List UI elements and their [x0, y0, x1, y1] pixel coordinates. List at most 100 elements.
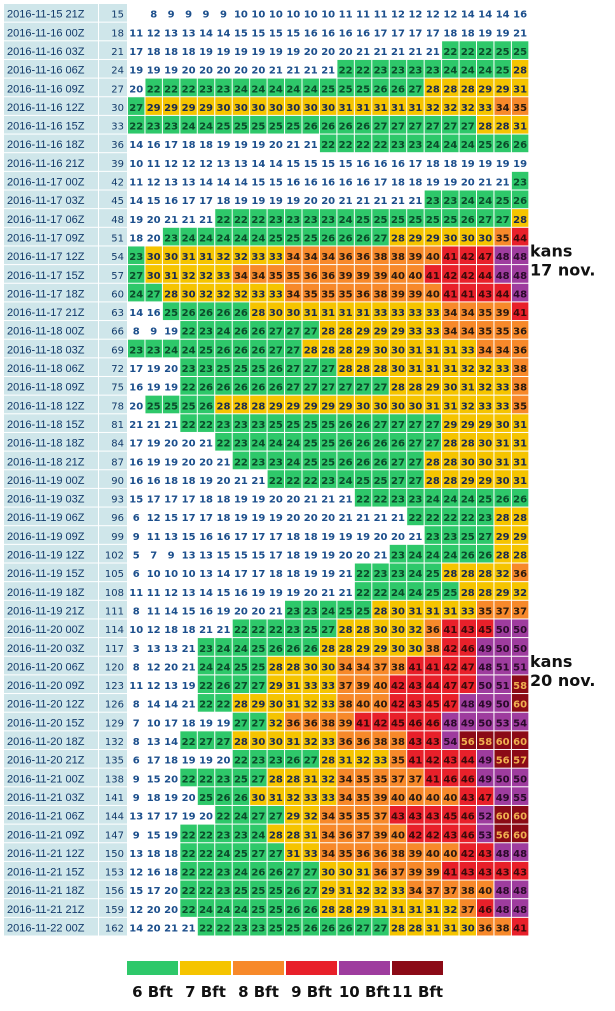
cell-value: 29 [461, 476, 475, 487]
heatmap-cell [511, 190, 529, 209]
cell-value: 25 [304, 439, 318, 450]
cell-value: 16 [339, 178, 353, 189]
cell-value: 21 [408, 532, 422, 543]
heatmap-cell [319, 414, 337, 432]
cell-value: 34 [251, 271, 265, 282]
cell-value: 24 [217, 327, 231, 338]
heatmap-cell [354, 246, 372, 265]
cell-value: 24 [269, 84, 283, 95]
cell-value: 23 [147, 345, 161, 356]
heatmap-cell [232, 712, 250, 731]
heatmap-cell [302, 265, 319, 283]
legend-label: 10 Bft [339, 983, 390, 1001]
cell-value: 35 [513, 103, 527, 114]
heatmap-cell [477, 190, 494, 209]
cell-value: 41 [408, 662, 422, 673]
cell-value: 24 [234, 905, 248, 916]
cell-value: 31 [321, 308, 335, 319]
cell-value: 18 [164, 476, 178, 487]
heatmap-cell [372, 582, 389, 600]
table-row: 2016-11-16 03Z 21 17 18 18 18 19 19 19 19 19 19 20 20… [4, 41, 529, 59]
table-row: 2016-11-19 09Z 99 9 11 13 15 16 16 17 17 17 18 18 19 1… [4, 526, 529, 544]
cell-value: 12 [129, 868, 143, 879]
cell-value: 29 [147, 103, 161, 114]
cell-value: 17 [147, 495, 161, 506]
cell-value: 18 [286, 532, 300, 543]
cell-value: 24 [269, 439, 283, 450]
heatmap-cell [477, 358, 494, 376]
heatmap-cell [442, 805, 459, 824]
heatmap-cell [285, 843, 302, 861]
cell-value: 24 [199, 905, 213, 916]
row-time-label: 2016-11-16 00Z [7, 27, 85, 39]
cell-value: 31 [304, 774, 318, 785]
legend-swatch [392, 961, 443, 975]
cell-value: 11 [147, 606, 161, 617]
heatmap-cell [494, 600, 511, 619]
heatmap-cell [285, 470, 302, 488]
cell-value: 38 [513, 364, 527, 375]
heatmap-cell [459, 227, 476, 246]
cell-value: 19 [251, 588, 265, 599]
heatmap-cell [494, 563, 511, 582]
heatmap-cell [250, 97, 267, 115]
cell-value: 20 [251, 66, 265, 77]
cell-value: 12 [147, 625, 161, 636]
cell-value: 30 [374, 401, 388, 412]
cell-value: 42 [461, 849, 475, 860]
cell-value: 28 [339, 327, 353, 338]
row-step-label: 117 [105, 644, 124, 655]
heatmap-cell [459, 507, 476, 526]
cell-value: 27 [426, 439, 440, 450]
cell-value: 38 [391, 252, 405, 263]
cell-value: 21 [356, 513, 370, 524]
cell-value: 27 [286, 364, 300, 375]
cell-value: 27 [391, 122, 405, 133]
heatmap-cell [302, 787, 319, 805]
row-step-cell [99, 582, 127, 600]
heatmap-cell [424, 488, 442, 507]
cell-value: 14 [251, 159, 265, 170]
heatmap-cell [494, 470, 511, 488]
heatmap-cell [407, 805, 424, 824]
heatmap-cell [250, 227, 267, 246]
cell-value: 24 [461, 66, 475, 77]
cell-value: 25 [356, 84, 370, 95]
row-step-label: 87 [111, 457, 124, 468]
cell-value: 20 [461, 178, 475, 189]
row-time-label: 2016-11-17 00Z [7, 177, 85, 189]
heatmap-cell [494, 97, 511, 115]
cell-value: 23 [408, 66, 422, 77]
cell-value: 27 [251, 812, 265, 823]
cell-value: 20 [147, 215, 161, 226]
cell-value: 32 [286, 793, 300, 804]
cell-value: 39 [339, 718, 353, 729]
cell-value: 32 [217, 252, 231, 263]
cell-value: 28 [443, 457, 457, 468]
cell-value: 40 [391, 830, 405, 841]
cell-value: 15 [304, 159, 318, 170]
cell-value: 27 [356, 383, 370, 394]
cell-value: 39 [408, 849, 422, 860]
cell-value: 34 [321, 849, 335, 860]
cell-value: 17 [199, 196, 213, 207]
cell-value: 38 [374, 737, 388, 748]
heatmap-cell [372, 97, 389, 115]
cell-value: 42 [443, 662, 457, 673]
cell-value: 24 [251, 233, 265, 244]
cell-value: 41 [461, 289, 475, 300]
heatmap-cell [250, 619, 267, 638]
cell-value: 25 [286, 122, 300, 133]
cell-value: 20 [182, 439, 196, 450]
cell-value: 36 [356, 252, 370, 263]
cell-value: 22 [217, 924, 231, 935]
row-label-cell [4, 526, 98, 544]
table-row: 2016-11-17 21Z 63 14 16 25 26 26 26 26 28 30 30 31 31… [4, 302, 529, 321]
cell-value: 40 [478, 886, 492, 897]
cell-value: 8 [133, 662, 140, 673]
cell-value: 30 [374, 345, 388, 356]
cell-value: 14 [461, 10, 475, 21]
cell-value: 19 [129, 215, 143, 226]
heatmap-cell [477, 209, 494, 227]
heatmap-cell [459, 432, 476, 451]
